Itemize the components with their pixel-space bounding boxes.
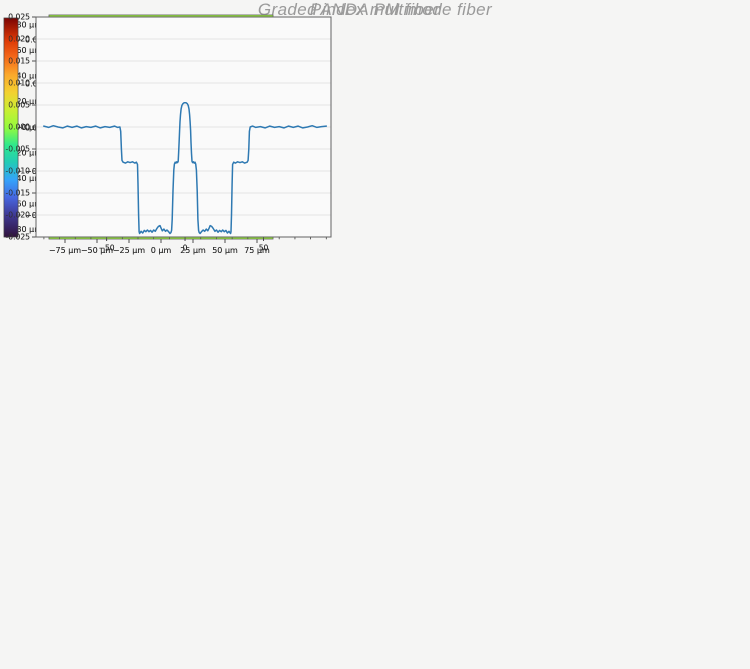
svg-text:0 µm: 0 µm (21, 123, 42, 132)
svg-text:75 µm: 75 µm (244, 246, 270, 255)
svg-text:50 µm: 50 µm (212, 246, 238, 255)
svg-text:75 µm: 75 µm (244, 246, 270, 255)
fiber2-index-profile-chart: 0.0250.0200.0150.0100.0050.000-0.005-0.0… (6, 13, 332, 253)
svg-text:0 µm: 0 µm (151, 246, 172, 255)
svg-text:80 µm: 80 µm (16, 20, 42, 29)
svg-text:−80 µm: −80 µm (10, 225, 43, 234)
svg-text:−75 µm: −75 µm (49, 246, 82, 255)
svg-text:60 µm: 60 µm (16, 46, 42, 55)
svg-text:−25 µm: −25 µm (113, 246, 146, 255)
svg-text:0.015: 0.015 (8, 57, 30, 66)
svg-text:20 µm: 20 µm (16, 97, 42, 106)
svg-text:25 µm: 25 µm (180, 246, 206, 255)
svg-text:-0.025: -0.025 (6, 233, 31, 242)
svg-text:−25 µm: −25 µm (113, 246, 146, 255)
svg-text:0.02: 0.02 (25, 36, 43, 45)
svg-text:0.020: 0.020 (8, 35, 30, 44)
svg-text:80 µm: 80 µm (16, 20, 42, 29)
svg-text:−60 µm: −60 µm (10, 200, 43, 209)
svg-text:−20 µm: −20 µm (10, 148, 43, 157)
svg-text:50: 50 (259, 244, 269, 253)
svg-text:20 µm: 20 µm (16, 97, 42, 106)
fiber2-caption: PANDA PM fiber (309, 0, 441, 19)
svg-text:40 µm: 40 µm (16, 72, 42, 81)
svg-text:0 µm: 0 µm (21, 123, 42, 132)
svg-text:0.00: 0.00 (25, 123, 43, 132)
svg-text:50: 50 (259, 244, 269, 253)
svg-text:0: 0 (183, 244, 188, 253)
svg-text:0.02: 0.02 (25, 36, 43, 45)
svg-text:0: 0 (183, 244, 188, 253)
svg-text:0.010: 0.010 (8, 79, 30, 88)
svg-text:−50 µm: −50 µm (81, 246, 114, 255)
svg-text:-0.010: -0.010 (6, 167, 31, 176)
svg-text:50 µm: 50 µm (212, 246, 238, 255)
svg-text:−75 µm: −75 µm (49, 246, 82, 255)
svg-text:−60 µm: −60 µm (10, 200, 43, 209)
svg-text:0.00: 0.00 (25, 123, 43, 132)
svg-text:0.005: 0.005 (8, 101, 30, 110)
svg-text:40 µm: 40 µm (16, 72, 42, 81)
svg-text:0.020: 0.020 (8, 35, 30, 44)
svg-text:0.01: 0.01 (25, 80, 43, 89)
svg-text:−50 µm: −50 µm (81, 246, 114, 255)
svg-text:-0.020: -0.020 (6, 211, 31, 220)
svg-text:−50: −50 (99, 244, 115, 253)
svg-text:25 µm: 25 µm (180, 246, 206, 255)
svg-text:0.010: 0.010 (8, 79, 30, 88)
svg-text:0.025: 0.025 (8, 13, 30, 22)
svg-text:0.005: 0.005 (8, 101, 30, 110)
svg-text:0.000: 0.000 (8, 123, 30, 132)
svg-text:−80 µm: −80 µm (10, 225, 43, 234)
fiber1-caption: Graded index multimode fiber (257, 0, 493, 19)
svg-text:−40 µm: −40 µm (10, 174, 43, 183)
svg-text:0.025: 0.025 (8, 13, 30, 22)
svg-text:−50: −50 (99, 244, 115, 253)
svg-text:-0.015: -0.015 (6, 189, 31, 198)
svg-text:0.015: 0.015 (8, 57, 30, 66)
svg-text:−20 µm: −20 µm (10, 148, 43, 157)
svg-text:0.01: 0.01 (25, 80, 43, 89)
svg-text:0 µm: 0 µm (151, 246, 172, 255)
svg-text:−40 µm: −40 µm (10, 174, 43, 183)
svg-text:-0.005: -0.005 (6, 145, 31, 154)
svg-text:60 µm: 60 µm (16, 46, 42, 55)
